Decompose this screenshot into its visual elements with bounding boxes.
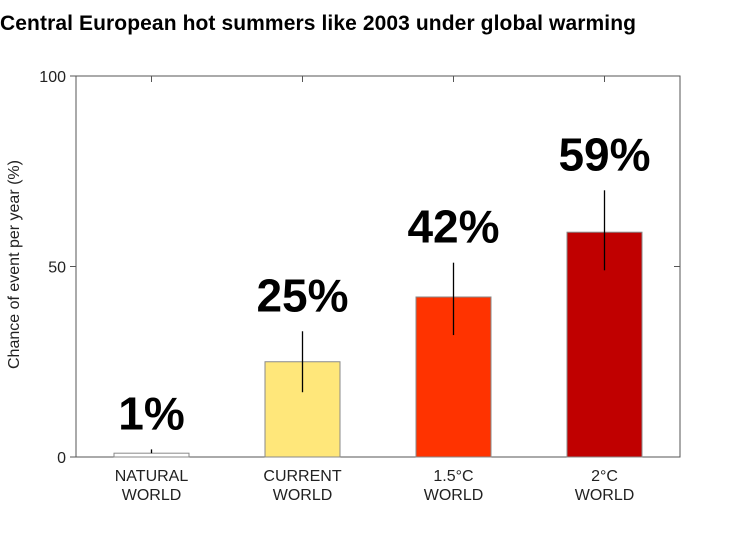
- category-label: WORLD: [424, 487, 484, 504]
- y-axis-label: Chance of event per year (%): [6, 160, 23, 369]
- category-label: CURRENT: [263, 468, 341, 485]
- category-label: 1.5°C: [433, 468, 473, 485]
- data-label: 59%: [558, 128, 650, 180]
- data-label: 25%: [256, 269, 348, 321]
- category-label: 2°C: [591, 468, 618, 485]
- y-tick-label: 100: [39, 69, 66, 86]
- chart-title: Central European hot summers like 2003 u…: [0, 12, 637, 35]
- bars: [113, 190, 643, 458]
- y-tick-label: 50: [48, 260, 66, 277]
- data-label: 1%: [118, 387, 184, 439]
- category-label: WORLD: [575, 487, 635, 504]
- labels: 0 50 100 Chance of event per year (%) 1% NATU…: [6, 69, 651, 504]
- category-label: WORLD: [122, 487, 182, 504]
- data-label: 42%: [407, 201, 499, 253]
- y-tick-label: 0: [57, 450, 66, 467]
- bar: [113, 452, 190, 458]
- category-label: WORLD: [273, 487, 333, 504]
- category-label: NATURAL: [115, 468, 189, 485]
